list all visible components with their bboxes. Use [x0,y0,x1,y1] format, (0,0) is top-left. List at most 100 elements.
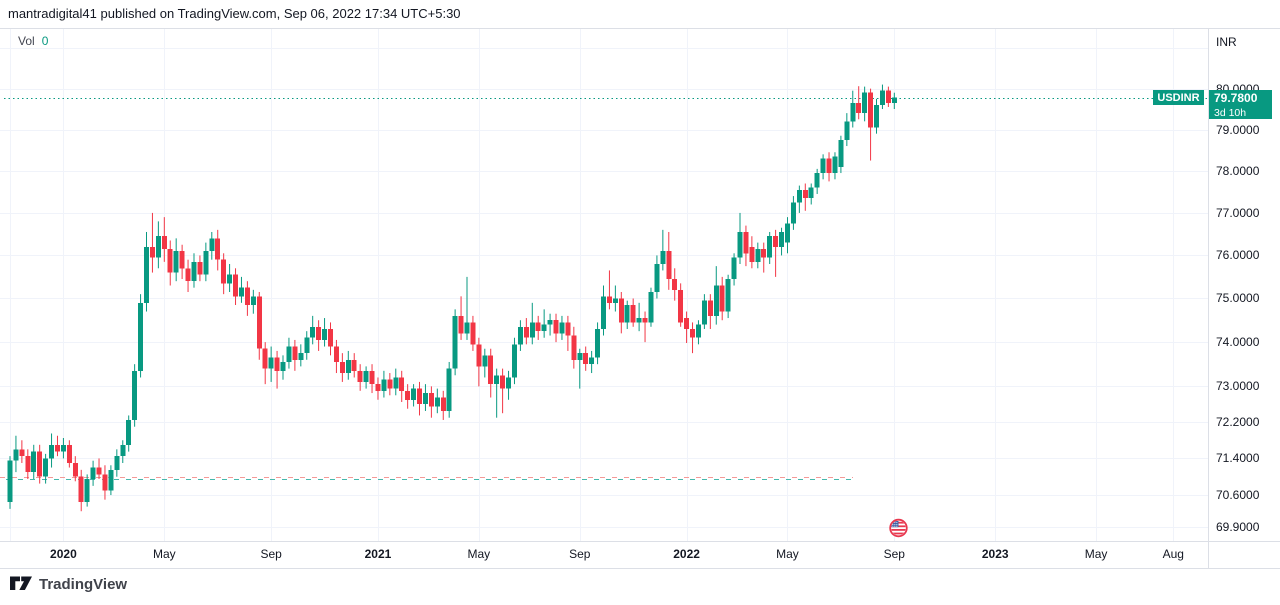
candle-body [529,322,535,338]
us-flag-holiday-icon[interactable] [889,518,908,538]
candle-body [488,355,494,385]
candle-body [612,298,618,303]
candle-body [571,335,577,360]
price-axis-currency-label: INR [1216,35,1237,49]
candle-body [221,259,227,284]
candle-body [541,324,547,332]
candle-body [167,249,173,273]
candle-body [577,353,583,360]
candle-body [808,187,814,199]
candle-body [280,361,286,371]
candle-body [54,444,60,452]
candle-body [601,296,606,329]
candle-body [595,328,601,358]
candle-body [814,173,820,188]
candle-body [393,377,399,389]
candle-body [339,361,345,374]
candle-body [790,202,796,224]
candle-body [185,268,191,282]
candle-body [773,236,779,247]
candle-body [19,449,25,457]
candle-body [802,189,808,199]
candle-body [298,353,304,360]
candle-body [179,251,185,269]
candle-body [862,92,868,114]
candle-body [215,238,221,260]
time-tick-label: 2021 [364,547,392,561]
price-tick-label: 70.6000 [1216,488,1260,503]
candle-body [452,315,458,369]
last-price-label: 79.7800 [1209,90,1272,106]
candle-body [511,344,517,378]
candle-body [820,158,826,174]
price-tick-label: 69.9000 [1216,520,1260,535]
candle-body [476,344,482,367]
candle-body [316,326,322,340]
candle-body [363,370,369,382]
candle-body [713,285,719,316]
candle-body [642,318,648,323]
tradingview-logo[interactable]: TradingView [10,576,127,593]
candle-body [725,279,731,312]
candle-body [268,357,274,369]
candle-body [654,263,660,292]
candle-body [624,304,630,323]
candle-body [885,90,891,103]
candle-body [250,296,256,305]
candle-body [333,346,339,362]
candle-body [155,236,161,258]
time-tick-label: 2023 [981,547,1009,561]
candle-body [304,337,310,354]
candle-body [173,251,179,273]
candle-body [707,300,713,316]
publish-attribution-line: mantradigital41 published on TradingView… [8,6,461,21]
candle-body [494,375,500,385]
candle-body [149,246,155,258]
candle-body [648,291,654,323]
candle-body [310,326,316,338]
candle-body [470,322,476,345]
candle-body [636,318,642,323]
time-tick-label: 2022 [673,547,700,561]
price-tick-label: 73.0000 [1216,379,1260,394]
candle-body [868,92,874,128]
candle-body [879,90,885,105]
candle-body [589,357,595,365]
candle-body [144,246,150,303]
candle-body [844,121,850,140]
price-tick-label: 71.4000 [1216,451,1260,466]
candle-body [399,377,405,391]
candle-body [375,384,381,391]
candle-body [357,370,363,382]
candle-body [737,231,743,258]
candle-body [78,476,84,502]
candle-body [327,328,333,347]
candle-body [72,462,78,477]
candle-body [695,324,701,338]
price-tick-label: 79.0000 [1216,122,1260,137]
volume-indicator: Vol 0 [18,34,48,48]
candle-body [256,296,262,349]
candle-body [618,298,624,323]
volume-indicator-label: Vol [18,34,35,48]
candle-body [227,274,233,284]
candle-body [856,102,862,114]
candle-body [767,236,773,258]
candle-body [553,320,559,334]
candle-body [523,326,529,338]
candle-body [838,139,844,167]
candle-body [422,393,428,405]
candle-body [37,451,43,477]
symbol-price-label: USDINR [1153,90,1204,105]
candle-body [13,449,19,461]
candle-body [209,238,215,252]
candle-body [666,251,672,280]
candle-body [755,249,761,262]
candle-body [108,469,114,491]
candle-body [191,261,197,282]
price-tick-label: 74.0000 [1216,335,1260,350]
candle-body [672,279,678,290]
candle-body [120,444,126,457]
